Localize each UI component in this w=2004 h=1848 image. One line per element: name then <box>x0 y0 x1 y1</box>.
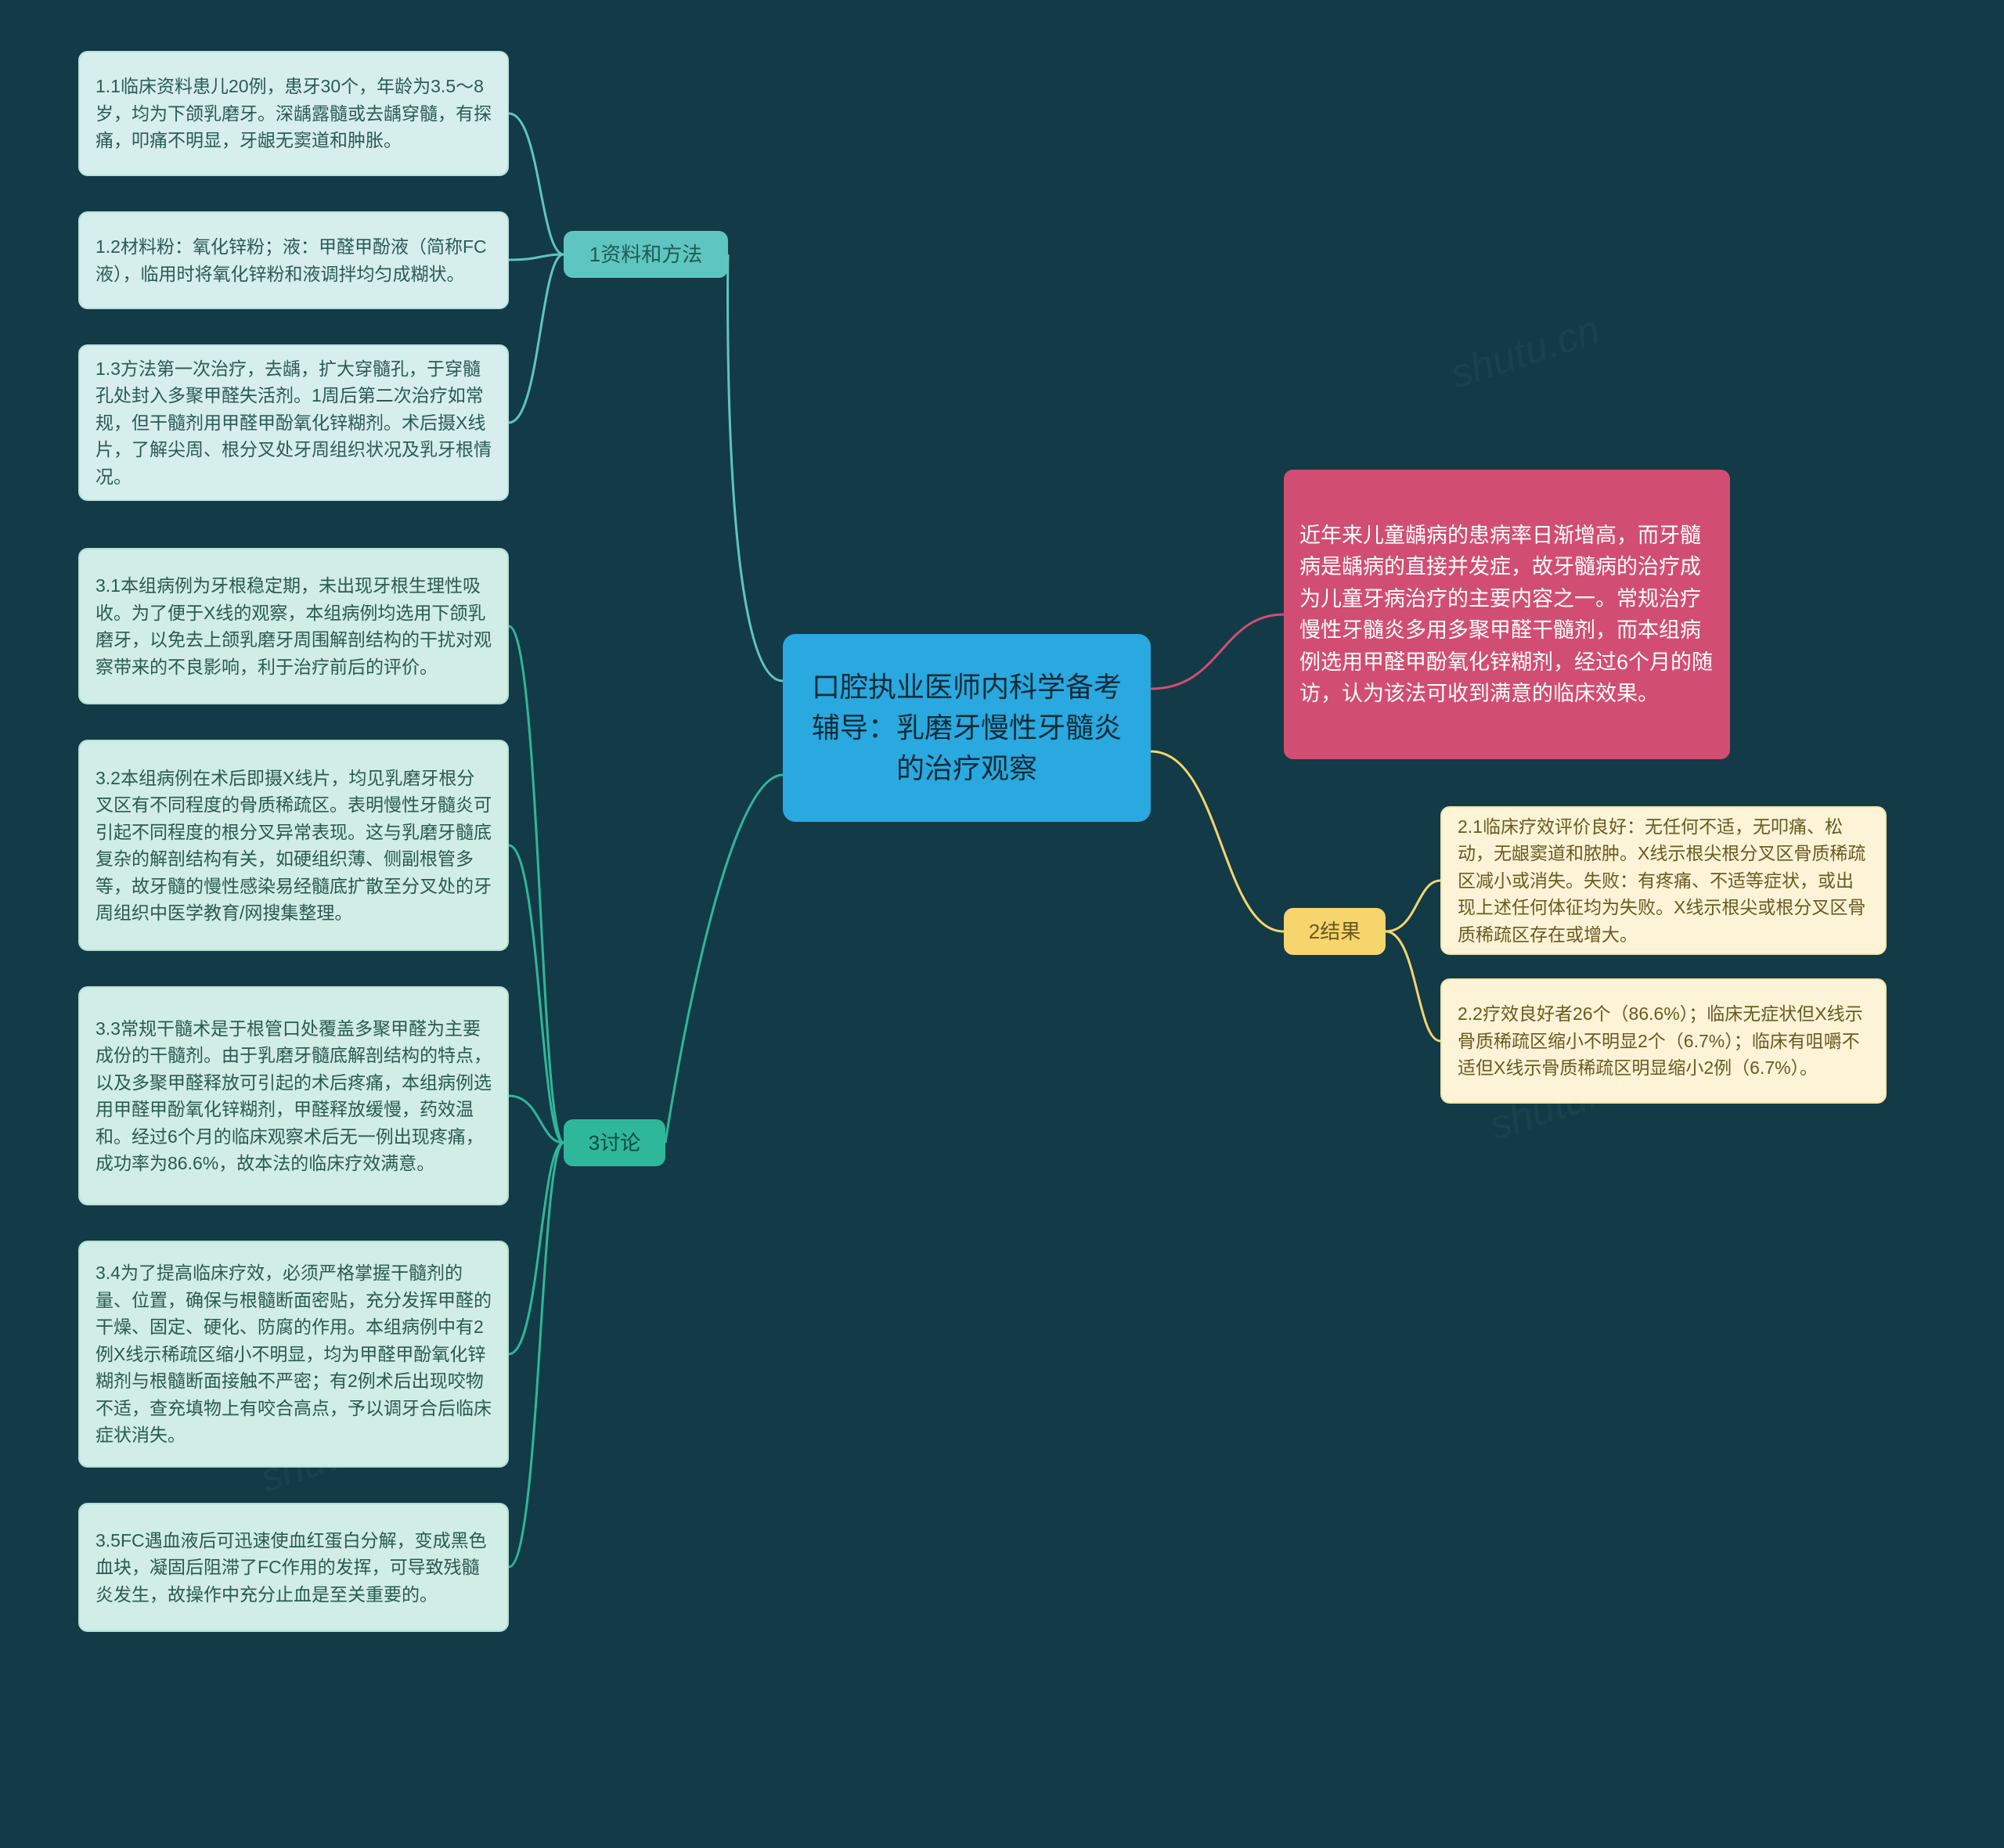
results-child-1[interactable]: 2.1临床疗效评价良好：无任何不适，无叩痛、松动，无龈窦道和脓肿。X线示根尖根分… <box>1440 806 1887 955</box>
edge-central-intro <box>1151 614 1284 689</box>
discuss-child-4[interactable]: 3.4为了提高临床疗效，必须严格掌握干髓剂的量、位置，确保与根髓断面密贴，充分发… <box>78 1241 509 1468</box>
materials-child-3[interactable]: 1.3方法第一次治疗，去龋，扩大穿髓孔，于穿髓孔处封入多聚甲醛失活剂。1周后第二… <box>78 344 509 501</box>
edge-central-results <box>1151 751 1284 931</box>
materials-child-1[interactable]: 1.1临床资料患儿20例，患牙30个，年龄为3.5～8岁，均为下颌乳磨牙。深龋露… <box>78 51 509 176</box>
materials-node[interactable]: 1资料和方法 <box>564 231 728 278</box>
discuss-child-1[interactable]: 3.1本组病例为牙根稳定期，未出现牙根生理性吸收。为了便于X线的观察，本组病例均… <box>78 548 509 704</box>
edge-materials-c3 <box>509 254 564 423</box>
materials-child-2[interactable]: 1.2材料粉：氧化锌粉；液：甲醛甲酚液（简称FC液），临用时将氧化锌粉和液调拌均… <box>78 211 509 309</box>
edge-discuss-c4 <box>509 1143 564 1354</box>
edge-results-c2 <box>1386 931 1440 1041</box>
edge-materials-c1 <box>509 113 564 254</box>
edge-results-c1 <box>1386 881 1440 931</box>
edge-central-materials <box>728 254 783 681</box>
discuss-child-5[interactable]: 3.5FC遇血液后可迅速使血红蛋白分解，变成黑色血块，凝固后阻滞了FC作用的发挥… <box>78 1503 509 1632</box>
edge-discuss-c2 <box>509 845 564 1143</box>
discuss-child-2[interactable]: 3.2本组病例在术后即摄X线片，均见乳磨牙根分叉区有不同程度的骨质稀疏区。表明慢… <box>78 740 509 951</box>
results-node[interactable]: 2结果 <box>1284 908 1386 955</box>
edge-discuss-c5 <box>509 1143 564 1567</box>
central-node[interactable]: 口腔执业医师内科学备考辅导：乳磨牙慢性牙髓炎的治疗观察 <box>783 634 1151 822</box>
discuss-child-3[interactable]: 3.3常规干髓术是于根管口处覆盖多聚甲醛为主要成份的干髓剂。由于乳磨牙髓底解剖结… <box>78 986 509 1205</box>
edge-central-discuss <box>665 775 783 1143</box>
discuss-node[interactable]: 3讨论 <box>564 1119 665 1166</box>
intro-node[interactable]: 近年来儿童龋病的患病率日渐增高，而牙髓病是龋病的直接并发症，故牙髓病的治疗成为儿… <box>1284 470 1730 759</box>
results-child-2[interactable]: 2.2疗效良好者26个（86.6%）；临床无症状但X线示骨质稀疏区缩小不明显2个… <box>1440 978 1887 1104</box>
edge-discuss-c3 <box>509 1096 564 1143</box>
edge-materials-c2 <box>509 254 564 260</box>
watermark: shutu.cn <box>1445 306 1606 398</box>
edge-discuss-c1 <box>509 626 564 1143</box>
